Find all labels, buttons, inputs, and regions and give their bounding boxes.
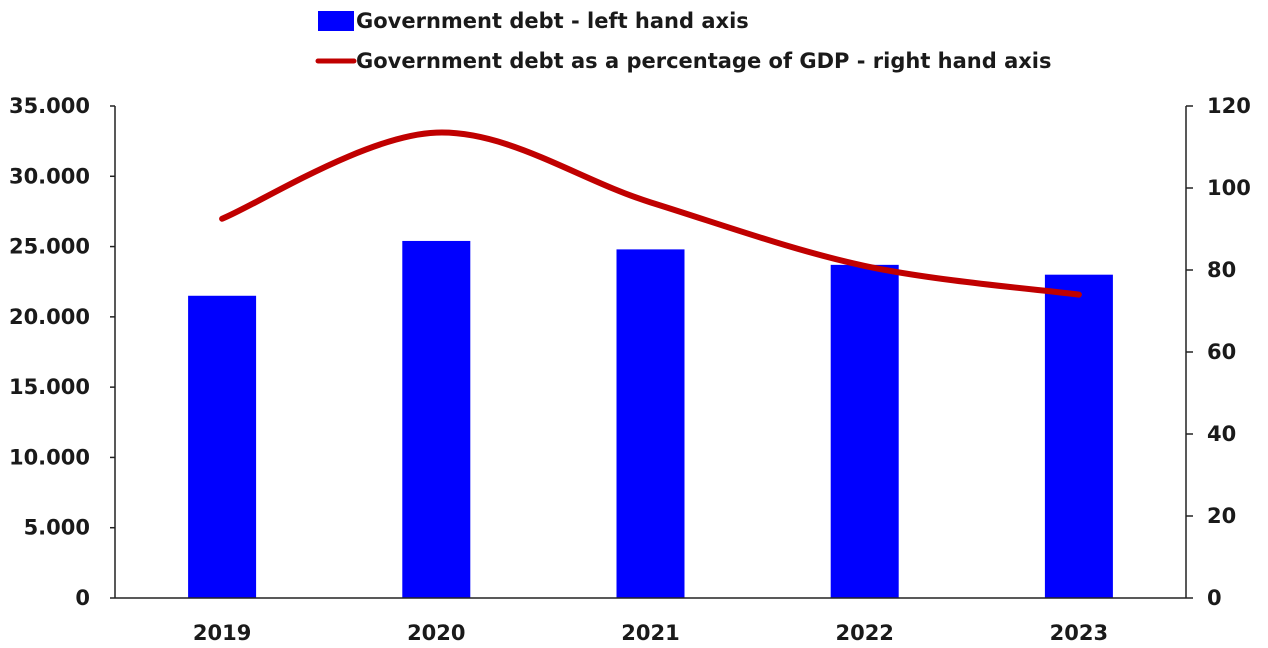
left-tick-label: 0: [75, 586, 90, 610]
bar-2020: [402, 240, 471, 598]
line-debt-percentage-gdp: [219, 129, 1082, 298]
bar-2019: [188, 295, 257, 598]
legend-label-debt-percentage-gdp: Government debt as a percentage of GDP -…: [356, 49, 1052, 73]
bar-2021: [616, 249, 685, 598]
x-tick-label: 2019: [193, 621, 251, 645]
right-tick-label: 80: [1207, 258, 1236, 282]
bar-2023: [1044, 274, 1113, 598]
x-tick-label: 2021: [621, 621, 679, 645]
left-tick-label: 25.000: [9, 235, 90, 259]
legend: Government debt - left hand axis Governm…: [315, 9, 1052, 73]
right-tick-label: 60: [1207, 340, 1236, 364]
legend-swatch-government-debt: [318, 11, 354, 31]
x-tick-label: 2020: [407, 621, 465, 645]
right-tick-label: 0: [1207, 586, 1222, 610]
right-tick-label: 40: [1207, 422, 1236, 446]
left-tick-label: 5.000: [24, 516, 90, 540]
left-tick-label: 10.000: [9, 445, 90, 469]
left-tick-label: 20.000: [9, 305, 90, 329]
left-tick-label: 30.000: [9, 164, 90, 188]
line-series: [219, 129, 1082, 298]
left-tick-label: 15.000: [9, 375, 90, 399]
right-tick-label: 100: [1207, 176, 1251, 200]
x-tick-label: 2023: [1050, 621, 1108, 645]
bars: [188, 240, 1113, 598]
left-tick-label: 35.000: [9, 94, 90, 118]
tick-labels: 0 5.000 10.000 15.000 20.000 25.000 30.000 35.0…: [9, 94, 1251, 645]
bar-2022: [830, 264, 899, 598]
x-tick-label: 2022: [835, 621, 893, 645]
right-tick-label: 20: [1207, 504, 1236, 528]
right-tick-label: 120: [1207, 94, 1251, 118]
legend-label-government-debt: Government debt - left hand axis: [356, 9, 749, 33]
axes: [110, 105, 1193, 599]
